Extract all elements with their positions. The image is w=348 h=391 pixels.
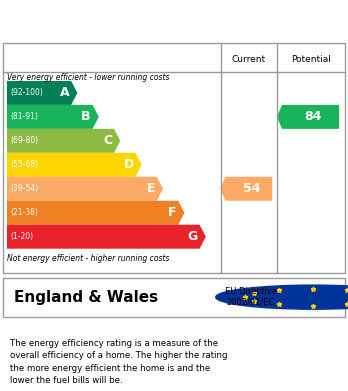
Text: (55-68): (55-68) bbox=[10, 160, 39, 169]
Text: B: B bbox=[81, 110, 91, 124]
Text: Current: Current bbox=[232, 55, 266, 65]
Text: (92-100): (92-100) bbox=[10, 88, 43, 97]
Text: A: A bbox=[60, 86, 69, 99]
Text: (21-38): (21-38) bbox=[10, 208, 38, 217]
Text: E: E bbox=[147, 182, 155, 195]
Text: (39-54): (39-54) bbox=[10, 184, 39, 193]
Polygon shape bbox=[7, 105, 99, 129]
Polygon shape bbox=[7, 81, 77, 105]
Polygon shape bbox=[220, 177, 272, 201]
Text: Energy Efficiency Rating: Energy Efficiency Rating bbox=[10, 11, 239, 30]
Text: England & Wales: England & Wales bbox=[14, 290, 158, 305]
Polygon shape bbox=[7, 153, 142, 177]
Text: The energy efficiency rating is a measure of the
overall efficiency of a home. T: The energy efficiency rating is a measur… bbox=[10, 339, 228, 386]
Text: (1-20): (1-20) bbox=[10, 232, 33, 241]
Text: Very energy efficient - lower running costs: Very energy efficient - lower running co… bbox=[7, 73, 169, 82]
Text: C: C bbox=[103, 135, 112, 147]
Polygon shape bbox=[7, 177, 163, 201]
Text: 54: 54 bbox=[243, 182, 260, 195]
Text: (81-91): (81-91) bbox=[10, 112, 38, 121]
Polygon shape bbox=[7, 225, 206, 249]
Polygon shape bbox=[7, 129, 120, 153]
Text: 84: 84 bbox=[304, 110, 322, 124]
Text: Not energy efficient - higher running costs: Not energy efficient - higher running co… bbox=[7, 253, 169, 263]
Text: Potential: Potential bbox=[291, 55, 331, 65]
Text: EU Directive
2002/91/EC: EU Directive 2002/91/EC bbox=[224, 287, 277, 307]
Polygon shape bbox=[7, 201, 184, 225]
Circle shape bbox=[216, 285, 348, 309]
Polygon shape bbox=[277, 105, 339, 129]
Text: F: F bbox=[168, 206, 176, 219]
Text: D: D bbox=[124, 158, 134, 171]
Text: G: G bbox=[188, 230, 198, 243]
Text: (69-80): (69-80) bbox=[10, 136, 39, 145]
